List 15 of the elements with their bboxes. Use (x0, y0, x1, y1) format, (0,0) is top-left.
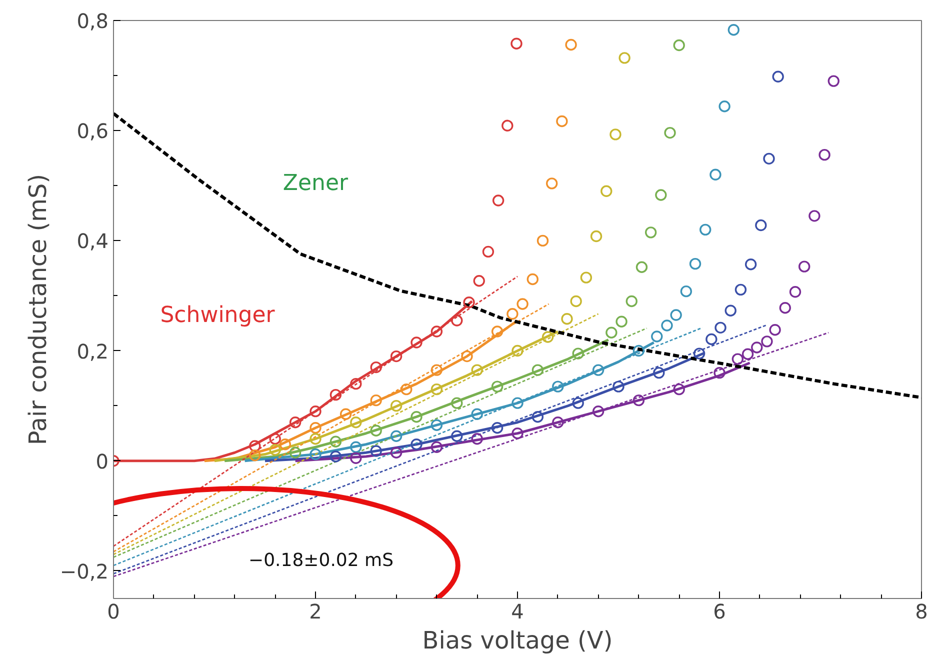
annotation: Schwinger (160, 303, 276, 328)
annotation: Zener (282, 171, 350, 196)
x-axis-title: Bias voltage (V) (422, 626, 613, 654)
x-tick-label: 2 (309, 600, 322, 624)
x-tick-label: 6 (713, 600, 726, 624)
x-tick-label: 4 (511, 600, 524, 624)
y-tick-label: 0,6 (76, 119, 109, 144)
y-tick-label: 0,8 (76, 9, 109, 33)
y-axis-title: Pair conductance (mS) (24, 174, 52, 446)
y-tick-label: −0,2 (60, 559, 109, 584)
y-tick-label: 0,2 (76, 339, 109, 364)
y-tick-label: 0,4 (76, 229, 109, 254)
annotation: −0.18±0.02 mS (248, 550, 394, 571)
x-tick-label: 8 (915, 600, 928, 624)
y-tick-label: 0 (96, 449, 109, 474)
